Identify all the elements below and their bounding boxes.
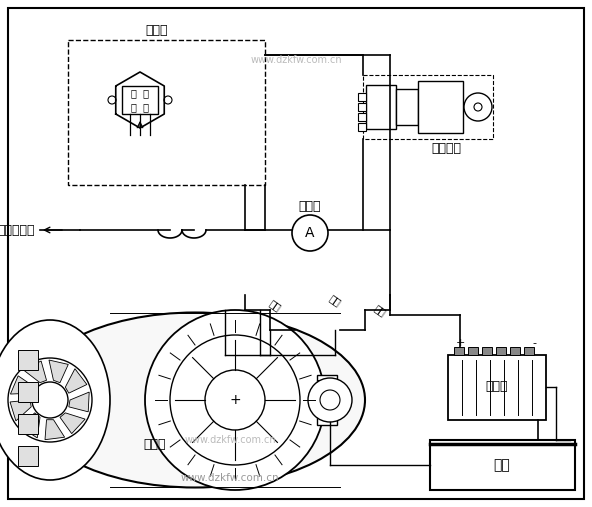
Circle shape: [32, 382, 68, 418]
Bar: [496, 347, 506, 355]
Bar: [317, 408, 329, 418]
Bar: [482, 347, 492, 355]
Ellipse shape: [25, 312, 365, 488]
Text: A: A: [305, 226, 315, 240]
Polygon shape: [65, 369, 87, 393]
Text: 发电机: 发电机: [144, 439, 166, 452]
Bar: [18, 446, 38, 466]
Text: www.dzkfw.com.cn: www.dzkfw.com.cn: [184, 435, 276, 445]
Text: 接地: 接地: [372, 303, 388, 317]
Text: 调节器: 调节器: [145, 23, 168, 37]
Text: 电枢: 电枢: [268, 298, 283, 312]
Text: 磁场: 磁场: [327, 293, 343, 307]
Bar: [358, 93, 366, 101]
Bar: [317, 375, 337, 425]
Text: +: +: [229, 393, 241, 407]
Bar: [122, 86, 158, 114]
Bar: [454, 347, 464, 355]
Text: 电流表: 电流表: [299, 200, 321, 213]
Bar: [317, 380, 329, 390]
Polygon shape: [60, 413, 85, 433]
Bar: [18, 382, 38, 402]
Circle shape: [8, 358, 92, 442]
Bar: [448, 355, 546, 420]
Polygon shape: [10, 400, 31, 421]
Circle shape: [474, 103, 482, 111]
Bar: [358, 123, 366, 131]
Text: 接用电设备: 接用电设备: [0, 224, 35, 236]
Circle shape: [292, 215, 328, 251]
Polygon shape: [24, 361, 47, 383]
Circle shape: [464, 93, 492, 121]
Text: www.dzkfw.com.cn: www.dzkfw.com.cn: [250, 55, 342, 65]
Circle shape: [205, 370, 265, 430]
Text: 关  场: 关 场: [131, 102, 149, 112]
Bar: [418, 81, 463, 133]
Circle shape: [164, 96, 172, 104]
Bar: [524, 347, 534, 355]
Polygon shape: [21, 413, 40, 438]
Circle shape: [170, 335, 300, 465]
Bar: [68, 40, 265, 185]
Bar: [317, 394, 329, 404]
Bar: [358, 103, 366, 111]
Bar: [363, 75, 493, 139]
Bar: [468, 347, 478, 355]
Circle shape: [308, 378, 352, 422]
Polygon shape: [11, 376, 35, 394]
Circle shape: [145, 310, 325, 490]
Bar: [396, 89, 418, 125]
Text: -: -: [532, 338, 536, 348]
Bar: [18, 350, 38, 370]
Bar: [18, 414, 38, 434]
Ellipse shape: [0, 320, 110, 480]
Text: 开  磁: 开 磁: [131, 88, 149, 98]
Text: www.dzkfw.com.cn: www.dzkfw.com.cn: [181, 473, 279, 483]
Text: 车架: 车架: [494, 458, 510, 472]
Polygon shape: [49, 360, 68, 383]
Bar: [510, 347, 520, 355]
Circle shape: [320, 390, 340, 410]
Circle shape: [108, 96, 116, 104]
Polygon shape: [69, 392, 89, 412]
Bar: [366, 85, 396, 129]
Bar: [430, 440, 575, 490]
Bar: [358, 113, 366, 121]
Text: +: +: [455, 338, 465, 348]
Text: 蓄电池: 蓄电池: [486, 380, 509, 393]
Text: 点火开关: 点火开关: [431, 142, 461, 156]
Polygon shape: [45, 420, 65, 440]
